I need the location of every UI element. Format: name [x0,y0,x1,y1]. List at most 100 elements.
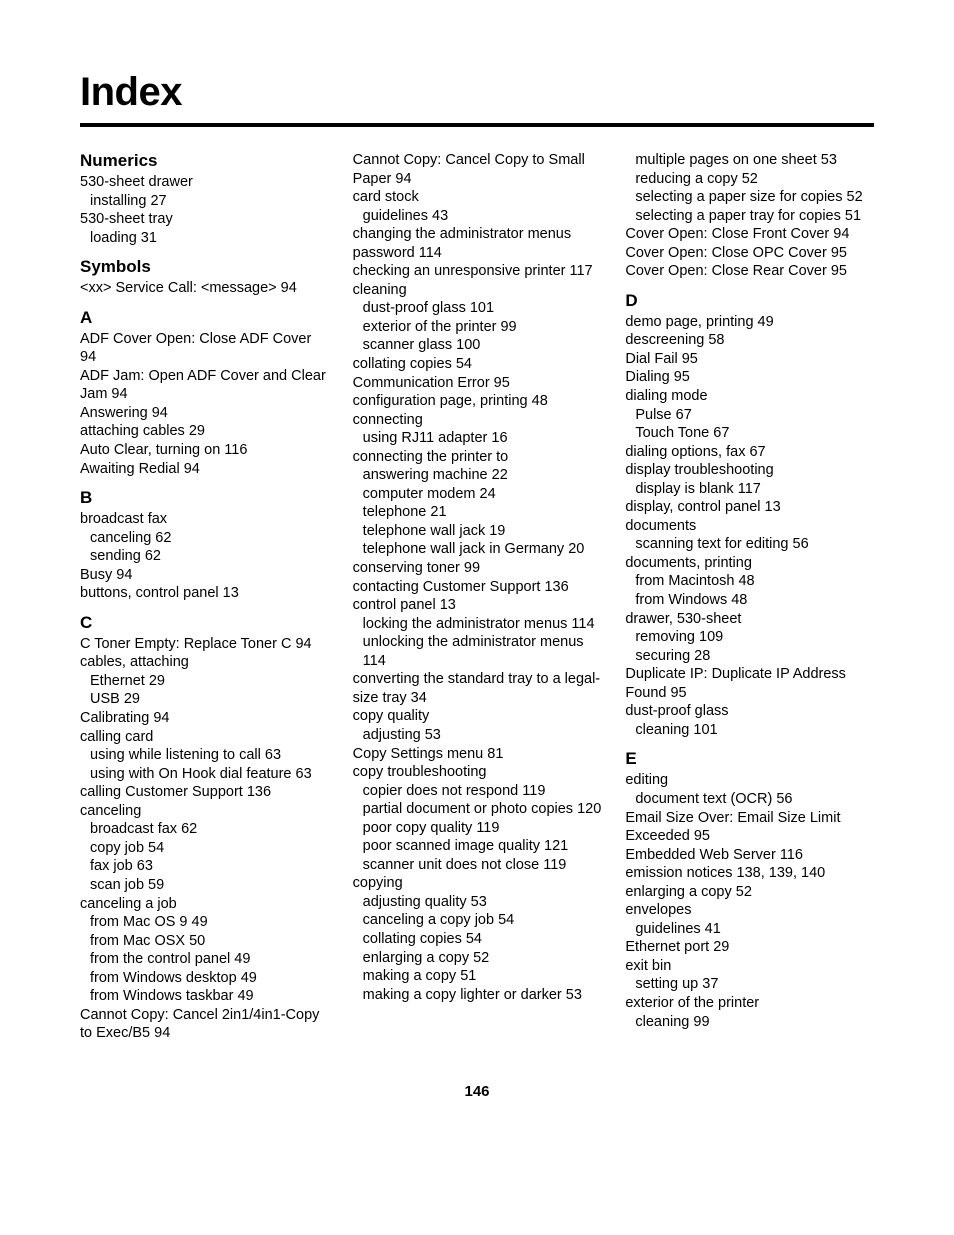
index-entry: Cannot Copy: Cancel Copy to Small Paper … [353,151,602,188]
index-entry: calling Customer Support 136 [80,783,329,802]
index-entry: connecting [353,411,602,430]
index-subentry: setting up 37 [625,975,874,994]
index-subentry: canceling a copy job 54 [353,911,602,930]
index-subentry: installing 27 [80,192,329,211]
index-entry: cleaning [353,281,602,300]
page-number: 146 [80,1083,874,1100]
section-heading: Numerics [80,151,329,171]
index-subentry: loading 31 [80,229,329,248]
index-subentry: from Mac OS 9 49 [80,913,329,932]
section-heading: A [80,308,329,328]
index-subentry: multiple pages on one sheet 53 [625,151,874,170]
index-subentry: exterior of the printer 99 [353,318,602,337]
index-subentry: making a copy lighter or darker 53 [353,986,602,1005]
index-subentry: from the control panel 49 [80,950,329,969]
index-subentry: selecting a paper size for copies 52 [625,188,874,207]
index-entry: buttons, control panel 13 [80,584,329,603]
index-entry: broadcast fax [80,510,329,529]
section-heading: C [80,613,329,633]
index-entry: collating copies 54 [353,355,602,374]
index-subentry: telephone wall jack 19 [353,522,602,541]
index-entry: Awaiting Redial 94 [80,460,329,479]
index-subentry: reducing a copy 52 [625,170,874,189]
index-entry: enlarging a copy 52 [625,883,874,902]
index-entry: exterior of the printer [625,994,874,1013]
index-entry: copy troubleshooting [353,763,602,782]
index-entry: changing the administrator menus passwor… [353,225,602,262]
index-subentry: removing 109 [625,628,874,647]
index-subentry: display is blank 117 [625,480,874,499]
index-subentry: locking the administrator menus 114 [353,615,602,634]
index-subentry: enlarging a copy 52 [353,949,602,968]
index-subentry: using with On Hook dial feature 63 [80,765,329,784]
index-subentry: selecting a paper tray for copies 51 [625,207,874,226]
index-subentry: copier does not respond 119 [353,782,602,801]
index-entry: display troubleshooting [625,461,874,480]
index-entry: Dialing 95 [625,368,874,387]
index-column: Cannot Copy: Cancel Copy to Small Paper … [353,151,602,1043]
index-subentry: using while listening to call 63 [80,746,329,765]
index-subentry: from Mac OSX 50 [80,932,329,951]
index-entry: Communication Error 95 [353,374,602,393]
index-entry: Cover Open: Close OPC Cover 95 [625,244,874,263]
index-subentry: making a copy 51 [353,967,602,986]
index-subentry: USB 29 [80,690,329,709]
index-entry: Cover Open: Close Front Cover 94 [625,225,874,244]
index-entry: Cannot Copy: Cancel 2in1/4in1-Copy to Ex… [80,1006,329,1043]
index-subentry: from Windows taskbar 49 [80,987,329,1006]
index-subentry: answering machine 22 [353,466,602,485]
index-entry: demo page, printing 49 [625,313,874,332]
index-subentry: telephone 21 [353,503,602,522]
index-subentry: poor copy quality 119 [353,819,602,838]
index-subentry: Pulse 67 [625,406,874,425]
index-entry: conserving toner 99 [353,559,602,578]
index-entry: attaching cables 29 [80,422,329,441]
index-entry: connecting the printer to [353,448,602,467]
index-subentry: poor scanned image quality 121 [353,837,602,856]
index-entry: descreening 58 [625,331,874,350]
index-entry: <xx> Service Call: <message> 94 [80,279,329,298]
index-entry: checking an unresponsive printer 117 [353,262,602,281]
index-entry: dust-proof glass [625,702,874,721]
index-column: Numerics530-sheet drawerinstalling 27530… [80,151,329,1043]
index-entry: Email Size Over: Email Size Limit Exceed… [625,809,874,846]
index-subentry: Touch Tone 67 [625,424,874,443]
index-entry: control panel 13 [353,596,602,615]
index-entry: drawer, 530-sheet [625,610,874,629]
index-subentry: from Windows 48 [625,591,874,610]
index-subentry: fax job 63 [80,857,329,876]
index-subentry: collating copies 54 [353,930,602,949]
index-entry: canceling a job [80,895,329,914]
index-entry: Cover Open: Close Rear Cover 95 [625,262,874,281]
index-entry: 530-sheet tray [80,210,329,229]
index-entry: ADF Jam: Open ADF Cover and Clear Jam 94 [80,367,329,404]
index-entry: contacting Customer Support 136 [353,578,602,597]
index-title: Index [80,70,874,115]
index-subentry: cleaning 101 [625,721,874,740]
index-subentry: sending 62 [80,547,329,566]
index-columns: Numerics530-sheet drawerinstalling 27530… [80,151,874,1043]
index-entry: dialing options, fax 67 [625,443,874,462]
index-entry: envelopes [625,901,874,920]
index-column: multiple pages on one sheet 53reducing a… [625,151,874,1043]
index-entry: configuration page, printing 48 [353,392,602,411]
index-entry: Copy Settings menu 81 [353,745,602,764]
index-entry: Dial Fail 95 [625,350,874,369]
index-subentry: telephone wall jack in Germany 20 [353,540,602,559]
index-entry: exit bin [625,957,874,976]
index-entry: card stock [353,188,602,207]
index-entry: Embedded Web Server 116 [625,846,874,865]
index-entry: Auto Clear, turning on 116 [80,441,329,460]
index-subentry: copy job 54 [80,839,329,858]
index-subentry: from Macintosh 48 [625,572,874,591]
index-entry: emission notices 138, 139, 140 [625,864,874,883]
index-subentry: from Windows desktop 49 [80,969,329,988]
index-subentry: securing 28 [625,647,874,666]
index-subentry: unlocking the administrator menus 114 [353,633,602,670]
index-subentry: using RJ11 adapter 16 [353,429,602,448]
index-entry: Calibrating 94 [80,709,329,728]
index-entry: Ethernet port 29 [625,938,874,957]
index-entry: Duplicate IP: Duplicate IP Address Found… [625,665,874,702]
index-subentry: cleaning 99 [625,1013,874,1032]
index-subentry: guidelines 41 [625,920,874,939]
